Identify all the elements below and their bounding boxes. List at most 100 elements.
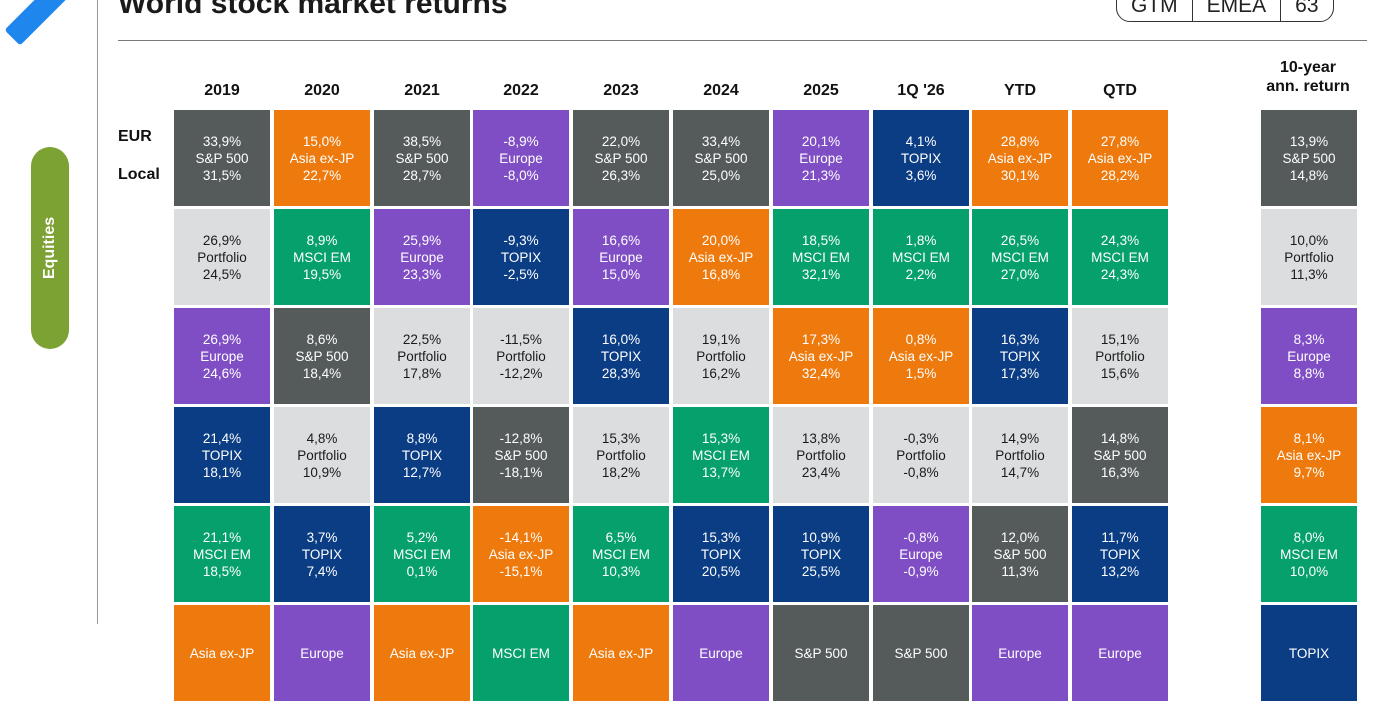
cell-return-eur: 24,3% <box>1100 232 1140 248</box>
cell-return-eur: 33,9% <box>202 133 242 149</box>
row-label-eur: EUR <box>118 128 152 145</box>
cell-return-local: 18,1% <box>202 464 242 480</box>
slide-reference: GTM EMEA 63 <box>1116 0 1334 22</box>
cell-return-local: 25,0% <box>701 167 741 183</box>
cell-index-name: Europe <box>300 645 344 661</box>
cell-return-local: 12,7% <box>402 464 442 480</box>
cell-2019-rank-3: 26,9% Europe 24,6% <box>174 308 270 404</box>
cell-return-eur: 1,8% <box>905 232 937 248</box>
cell-index-name: Portfolio <box>397 348 447 364</box>
cell-index-name: Europe <box>599 249 643 265</box>
cell-2022-rank-5: -14,1% Asia ex-JP -15,1% <box>473 506 569 602</box>
cell-return-local: 3,6% <box>905 167 937 183</box>
cell-return-eur: 16,3% <box>1000 331 1040 347</box>
cell-index-name: MSCI EM <box>193 546 251 562</box>
cell-index-name: Europe <box>998 645 1042 661</box>
cell-1q-26-rank-6: S&P 500 <box>873 605 969 701</box>
cell-1q-26-rank-2: 1,8% MSCI EM 2,2% <box>873 209 969 305</box>
cell-return-eur: 22,0% <box>601 133 641 149</box>
cell-return-eur: -9,3% <box>503 232 539 248</box>
cell-return-local: 30,1% <box>1000 167 1040 183</box>
cell-return-local: 16,8% <box>701 266 741 282</box>
cell-index-name: Europe <box>799 150 843 166</box>
cell-index-name: Asia ex-JP <box>788 348 854 364</box>
column-header-2023: 2023 <box>603 82 639 99</box>
cell-2024-rank-2: 20,0% Asia ex-JP 16,8% <box>673 209 769 305</box>
cell-return-local: 24,6% <box>202 365 242 381</box>
cell-return-eur: 0,8% <box>905 331 937 347</box>
section-tab-equities[interactable]: Equities <box>31 147 69 349</box>
cell-return-local: 2,2% <box>905 266 937 282</box>
cell-return-local: 24,3% <box>1100 266 1140 282</box>
cell-2019-rank-5: 21,1% MSCI EM 18,5% <box>174 506 270 602</box>
cell-2020-rank-1: 15,0% Asia ex-JP 22,7% <box>274 110 370 206</box>
cell-return-eur: 10,0% <box>1289 232 1329 248</box>
cell-2021-rank-4: 8,8% TOPIX 12,7% <box>374 407 470 503</box>
cell-index-name: Europe <box>699 645 743 661</box>
cell-index-name: S&P 500 <box>395 150 449 166</box>
cell-qtd-rank-5: 11,7% TOPIX 13,2% <box>1072 506 1168 602</box>
cell-return-eur: 13,9% <box>1289 133 1329 149</box>
cell-qtd-rank-2: 24,3% MSCI EM 24,3% <box>1072 209 1168 305</box>
cell-2022-rank-3: -11,5% Portfolio -12,2% <box>473 308 569 404</box>
cell-return-eur: 26,9% <box>202 232 242 248</box>
cell-index-name: S&P 500 <box>894 645 948 661</box>
cell-return-local: 9,7% <box>1293 464 1325 480</box>
cell-index-name: Asia ex-JP <box>688 249 754 265</box>
cell-2022-rank-2: -9,3% TOPIX -2,5% <box>473 209 569 305</box>
cell-return-local: 31,5% <box>202 167 242 183</box>
cell-index-name: Portfolio <box>496 348 546 364</box>
cell-return-eur: 10,9% <box>801 529 841 545</box>
cell-index-name: Portfolio <box>1284 249 1334 265</box>
cell-2019-rank-6: Asia ex-JP <box>174 605 270 701</box>
cell-2025-rank-3: 17,3% Asia ex-JP 32,4% <box>773 308 869 404</box>
cell-index-name: S&P 500 <box>694 150 748 166</box>
cell-return-eur: 4,1% <box>905 133 937 149</box>
cell-return-local: 28,7% <box>402 167 442 183</box>
brand-corner-mark <box>4 0 70 46</box>
cell-index-name: TOPIX <box>1288 645 1330 661</box>
cell-index-name: Europe <box>1287 348 1331 364</box>
cell-index-name: Europe <box>1098 645 1142 661</box>
cell-index-name: Europe <box>400 249 444 265</box>
cell-index-name: S&P 500 <box>993 546 1047 562</box>
cell-return-eur: 15,1% <box>1100 331 1140 347</box>
cell-index-name: MSCI EM <box>792 249 850 265</box>
cell-index-name: TOPIX <box>999 348 1041 364</box>
cell-2023-rank-2: 16,6% Europe 15,0% <box>573 209 669 305</box>
cell-index-name: TOPIX <box>800 546 842 562</box>
cell-return-eur: -11,5% <box>500 331 542 347</box>
cell-return-local: 10,9% <box>302 464 342 480</box>
cell-index-name: S&P 500 <box>794 645 848 661</box>
cell-return-eur: 19,1% <box>701 331 741 347</box>
cell-return-eur: 14,8% <box>1100 430 1140 446</box>
ref-region: EMEA <box>1193 0 1282 21</box>
cell-index-name: S&P 500 <box>195 150 249 166</box>
cell-index-name: Europe <box>899 546 943 562</box>
cell-qtd-rank-6: Europe <box>1072 605 1168 701</box>
cell-10-year-rank-4: 8,1% Asia ex-JP 9,7% <box>1261 407 1357 503</box>
cell-return-local: 23,3% <box>402 266 442 282</box>
cell-ytd-rank-6: Europe <box>972 605 1068 701</box>
cell-2019-rank-2: 26,9% Portfolio 24,5% <box>174 209 270 305</box>
cell-return-local: 18,5% <box>202 563 242 579</box>
cell-2021-rank-5: 5,2% MSCI EM 0,1% <box>374 506 470 602</box>
cell-index-name: Europe <box>200 348 244 364</box>
cell-return-local: 18,2% <box>601 464 641 480</box>
cell-ytd-rank-4: 14,9% Portfolio 14,7% <box>972 407 1068 503</box>
cell-2025-rank-5: 10,9% TOPIX 25,5% <box>773 506 869 602</box>
cell-2024-rank-5: 15,3% TOPIX 20,5% <box>673 506 769 602</box>
cell-index-name: Asia ex-JP <box>987 150 1053 166</box>
cell-return-eur: 26,9% <box>202 331 242 347</box>
cell-index-name: TOPIX <box>600 348 642 364</box>
cell-return-local: 16,3% <box>1100 464 1140 480</box>
cell-2020-rank-5: 3,7% TOPIX 7,4% <box>274 506 370 602</box>
section-tab-label: Equities <box>41 216 58 280</box>
cell-2021-rank-2: 25,9% Europe 23,3% <box>374 209 470 305</box>
column-header-2021: 2021 <box>404 82 440 99</box>
cell-2025-rank-4: 13,8% Portfolio 23,4% <box>773 407 869 503</box>
cell-return-eur: 8,0% <box>1293 529 1325 545</box>
cell-2020-rank-6: Europe <box>274 605 370 701</box>
cell-ytd-rank-5: 12,0% S&P 500 11,3% <box>972 506 1068 602</box>
cell-return-local: 0,1% <box>406 563 438 579</box>
